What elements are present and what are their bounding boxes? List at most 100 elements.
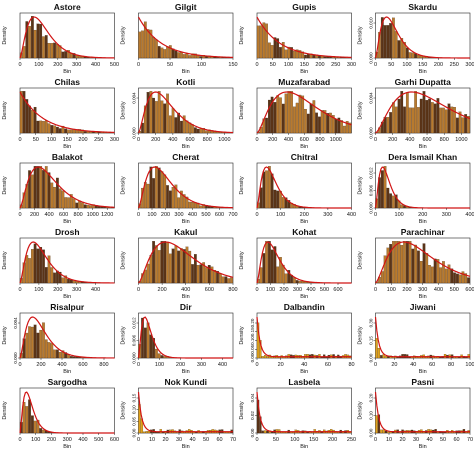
x-axis-label: Bin	[63, 69, 71, 75]
histogram-bar	[172, 249, 174, 283]
x-tick-label: 300	[465, 62, 474, 68]
histogram-bar	[150, 335, 152, 358]
panel-title: Muzafarabad	[278, 77, 330, 87]
x-tick-label: 200	[300, 212, 309, 218]
histogram-bar	[169, 254, 171, 283]
panel-title: Balakot	[52, 152, 83, 162]
histogram-bar	[409, 108, 411, 133]
x-tick-label: 0	[255, 437, 258, 443]
histogram-bar	[28, 26, 30, 58]
x-tick-label: 300	[347, 62, 356, 68]
x-tick-label: 600	[300, 137, 309, 143]
x-tick-label: 0	[255, 137, 258, 143]
x-tick-label: 400	[306, 287, 315, 293]
x-tick-label: 600	[185, 137, 194, 143]
histogram-bar	[392, 357, 394, 358]
x-tick-label: 0	[137, 437, 140, 443]
histogram-bar	[276, 191, 278, 208]
histogram-bar	[42, 121, 44, 133]
histogram-bar	[98, 207, 100, 208]
x-tick-label: 100	[266, 287, 275, 293]
x-tick-label: 60	[216, 437, 222, 443]
histogram-bar	[222, 277, 224, 283]
panel-title: Dalbandin	[284, 302, 325, 312]
histogram-bar	[34, 421, 36, 433]
y-tick-label: 0.000	[369, 127, 374, 139]
histogram-bar	[146, 431, 148, 433]
histogram-bar	[78, 201, 80, 208]
plot-frame	[376, 388, 471, 433]
histogram-bar	[147, 323, 149, 358]
histogram-bar	[282, 197, 284, 208]
panel-title: Pasni	[411, 377, 434, 387]
histogram-bar	[62, 52, 64, 58]
y-axis-label: Density	[121, 176, 127, 195]
histogram-bar	[164, 356, 166, 358]
histogram-bar	[417, 251, 419, 283]
panel-title: Gilgit	[175, 2, 197, 12]
y-tick-label: 0.15	[369, 336, 374, 345]
x-tick-label: 100	[31, 437, 40, 443]
x-tick-label: 200	[158, 287, 167, 293]
x-tick-label: 40	[301, 362, 307, 368]
x-tick-label: 500	[450, 287, 459, 293]
x-tick-label: 500	[110, 62, 119, 68]
histogram-bar	[42, 37, 44, 58]
x-tick-label: 400	[405, 137, 414, 143]
x-tick-label: 0	[255, 62, 258, 68]
x-tick-label: 20	[399, 437, 405, 443]
histogram-bar	[183, 249, 185, 283]
x-tick-label: 0	[18, 362, 21, 368]
panel-title: Jiwani	[410, 302, 436, 312]
y-tick-label: 0.000	[132, 127, 137, 139]
y-tick-label: 0.004	[132, 92, 137, 104]
histogram-bar	[161, 241, 163, 283]
histogram-bar	[164, 241, 166, 283]
panel-title: Dir	[180, 302, 193, 312]
histogram-bar	[161, 101, 163, 133]
histogram-bar	[392, 196, 394, 208]
x-tick-label: 0	[374, 137, 377, 143]
histogram-bar	[330, 429, 332, 433]
x-tick-label: 100	[34, 287, 43, 293]
histogram-bar	[453, 432, 455, 433]
histogram-bar	[428, 99, 430, 133]
plot-frame	[257, 313, 352, 358]
y-axis-label: Density	[239, 326, 245, 345]
histogram-bar	[395, 107, 397, 133]
histogram-bar	[194, 128, 196, 133]
x-tick-label: 800	[315, 137, 324, 143]
histogram-bar	[265, 118, 267, 133]
x-tick-label: 200	[315, 62, 324, 68]
histogram-bar	[463, 429, 465, 433]
x-axis-label: Bin	[182, 144, 190, 150]
histogram-bar	[67, 198, 69, 208]
y-axis-label: Density	[239, 251, 245, 270]
x-tick-label: 250	[347, 437, 356, 443]
x-tick-label: 400	[168, 137, 177, 143]
histogram-bar	[304, 109, 306, 133]
histogram-bar	[205, 131, 207, 133]
x-tick-label: 400	[465, 212, 474, 218]
x-tick-label: 400	[218, 362, 227, 368]
histogram-bar	[412, 108, 414, 133]
panel-title: Skardu	[408, 2, 437, 12]
histogram-bar	[318, 354, 320, 358]
histogram-bar	[45, 267, 47, 283]
histogram-bar	[73, 281, 75, 283]
histogram-bar	[45, 35, 47, 58]
plot-frame	[139, 388, 234, 433]
histogram-bar	[81, 203, 83, 208]
x-tick-label: 600	[333, 287, 342, 293]
x-tick-label: 600	[422, 137, 431, 143]
histogram-bar	[459, 275, 461, 283]
x-axis-label: Bin	[63, 294, 71, 300]
y-axis-label: Density	[358, 401, 364, 420]
y-tick-label: 0.05	[132, 416, 137, 425]
y-axis-label: Density	[358, 101, 364, 120]
histogram-bar	[73, 357, 75, 358]
histogram-bar	[37, 166, 39, 208]
